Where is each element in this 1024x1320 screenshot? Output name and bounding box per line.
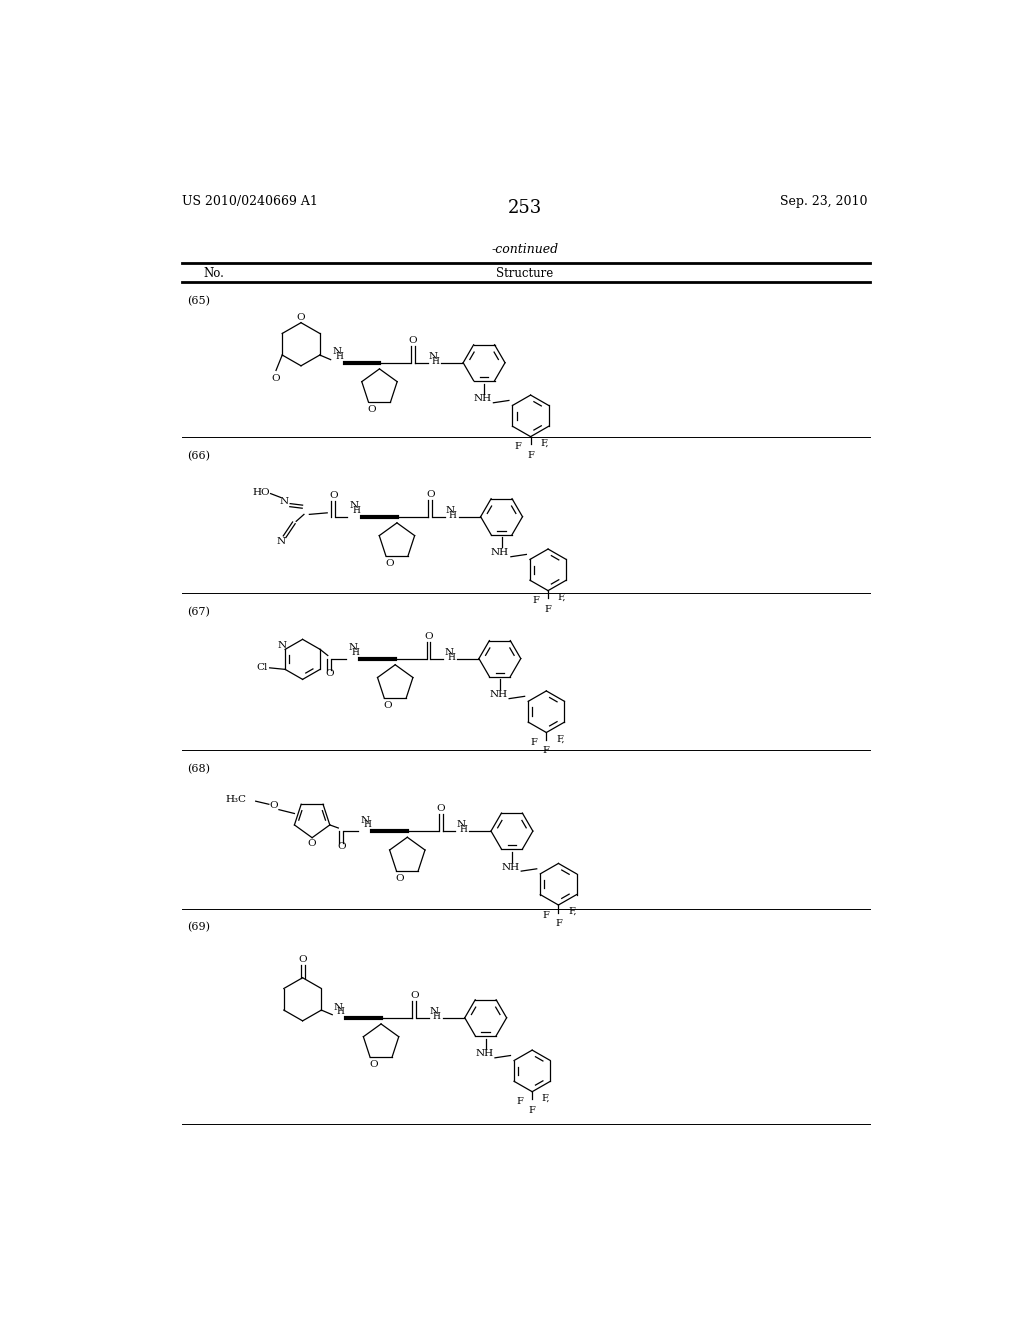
Text: F,: F,: [568, 907, 577, 916]
Text: US 2010/0240669 A1: US 2010/0240669 A1: [182, 194, 317, 207]
Text: N: N: [278, 642, 287, 649]
Text: HO: HO: [253, 487, 270, 496]
Text: O: O: [308, 838, 316, 847]
Text: N: N: [334, 1002, 343, 1011]
Text: N: N: [428, 352, 437, 362]
Text: H: H: [459, 825, 467, 834]
Text: O: O: [329, 491, 338, 500]
Text: H: H: [449, 511, 457, 520]
Text: Cl: Cl: [256, 664, 267, 672]
Text: F: F: [515, 442, 521, 451]
Text: N: N: [280, 496, 289, 506]
Text: F: F: [527, 450, 535, 459]
Text: O: O: [325, 669, 334, 678]
Text: O: O: [298, 954, 307, 964]
Text: O: O: [409, 335, 417, 345]
Text: H: H: [364, 821, 371, 829]
Text: O: O: [337, 842, 346, 851]
Text: Sep. 23, 2010: Sep. 23, 2010: [780, 194, 867, 207]
Text: F,: F,: [556, 734, 564, 743]
Text: NH: NH: [502, 863, 519, 871]
Text: O: O: [368, 405, 376, 414]
Text: H: H: [431, 356, 439, 366]
Text: O: O: [436, 804, 445, 813]
Text: H: H: [335, 352, 343, 362]
Text: N: N: [445, 506, 455, 515]
Text: O: O: [297, 313, 305, 322]
Text: H: H: [352, 506, 360, 515]
Text: H: H: [351, 648, 358, 657]
Text: H: H: [433, 1011, 440, 1020]
Text: N: N: [360, 816, 370, 825]
Text: F: F: [545, 605, 552, 614]
Text: No.: No.: [204, 267, 224, 280]
Text: H₃C: H₃C: [225, 795, 247, 804]
Text: -continued: -continued: [492, 243, 558, 256]
Text: F: F: [543, 911, 550, 920]
Text: (68): (68): [187, 764, 211, 774]
Text: F: F: [555, 919, 562, 928]
Text: F,: F,: [558, 593, 566, 602]
Text: F: F: [532, 597, 539, 605]
Text: H: H: [337, 1007, 345, 1016]
Text: (65): (65): [187, 296, 211, 306]
Text: O: O: [410, 991, 419, 1001]
Text: N: N: [444, 648, 454, 657]
Text: F,: F,: [542, 1093, 550, 1102]
Text: H: H: [447, 652, 455, 661]
Text: O: O: [271, 374, 281, 383]
Text: F: F: [528, 1106, 536, 1114]
Text: (67): (67): [187, 607, 210, 618]
Text: O: O: [269, 800, 278, 809]
Text: NH: NH: [475, 1049, 494, 1059]
Text: N: N: [276, 537, 286, 546]
Text: F: F: [543, 747, 550, 755]
Text: N: N: [348, 643, 357, 652]
Text: O: O: [424, 632, 433, 640]
Text: F,: F,: [541, 438, 549, 447]
Text: O: O: [426, 490, 434, 499]
Text: N: N: [457, 821, 465, 829]
Text: (69): (69): [187, 923, 211, 933]
Text: F: F: [516, 1097, 523, 1106]
Text: (66): (66): [187, 450, 211, 461]
Text: F: F: [530, 738, 538, 747]
Text: O: O: [385, 560, 393, 568]
Text: N: N: [430, 1007, 439, 1016]
Text: N: N: [332, 347, 341, 356]
Text: Structure: Structure: [497, 267, 553, 280]
Text: NH: NH: [473, 395, 492, 404]
Text: NH: NH: [489, 690, 507, 700]
Text: O: O: [395, 874, 403, 883]
Text: O: O: [383, 701, 392, 710]
Text: O: O: [369, 1060, 378, 1069]
Text: NH: NH: [490, 548, 509, 557]
Text: 253: 253: [508, 199, 542, 218]
Text: N: N: [350, 502, 358, 511]
